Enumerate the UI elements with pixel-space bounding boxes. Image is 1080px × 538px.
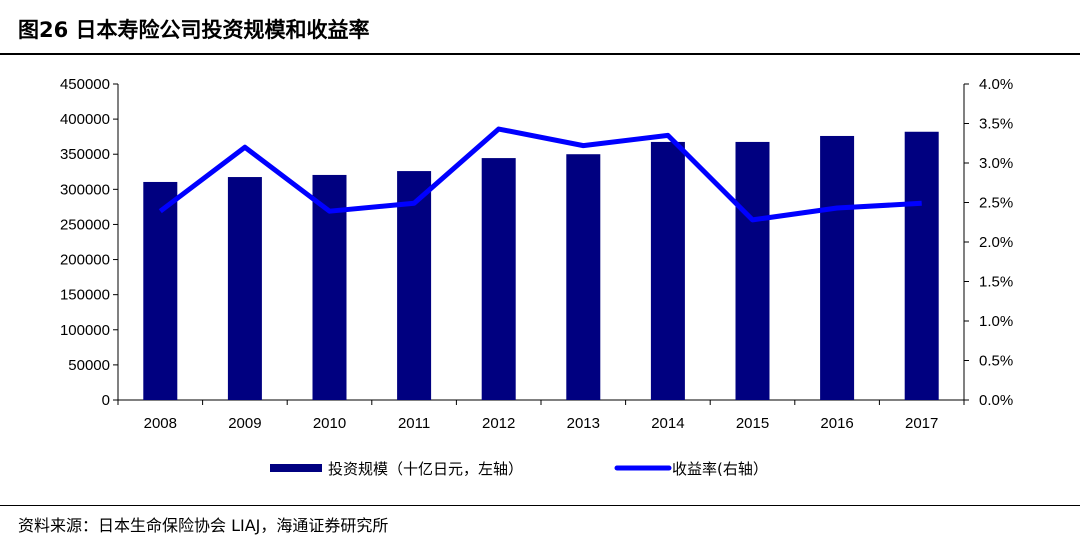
left-tick-label: 50000 xyxy=(68,357,110,374)
x-tick-label: 2010 xyxy=(313,415,346,432)
bar-2012 xyxy=(481,158,516,400)
left-tick-label: 200000 xyxy=(60,252,110,269)
bar-2013 xyxy=(566,154,601,400)
x-tick-label: 2015 xyxy=(736,415,769,432)
x-tick-label: 2011 xyxy=(398,415,430,432)
legend-line-label: 收益率(右轴） xyxy=(672,460,768,478)
right-tick-label: 3.5% xyxy=(979,116,1013,133)
bar-2016 xyxy=(820,135,855,400)
x-tick-label: 2009 xyxy=(228,415,261,432)
bar-2014 xyxy=(650,141,685,400)
right-tick-label: 0.5% xyxy=(979,353,1013,370)
legend-bar-swatch xyxy=(270,464,322,472)
left-tick-label: 100000 xyxy=(60,322,110,339)
right-tick-label: 3.0% xyxy=(979,155,1013,172)
bar-2009 xyxy=(227,177,262,400)
x-tick-label: 2014 xyxy=(651,415,684,432)
left-tick-label: 400000 xyxy=(60,111,110,128)
chart-title: 图26 日本寿险公司投资规模和收益率 xyxy=(18,18,370,42)
title-divider xyxy=(0,53,1080,55)
right-tick-label: 2.5% xyxy=(979,195,1013,212)
left-tick-label: 150000 xyxy=(60,287,110,304)
left-tick-label: 250000 xyxy=(60,216,110,233)
left-tick-label: 300000 xyxy=(60,181,110,198)
x-tick-label: 2008 xyxy=(144,415,177,432)
right-tick-label: 2.0% xyxy=(979,234,1013,251)
right-tick-label: 1.5% xyxy=(979,274,1013,291)
right-tick-label: 1.0% xyxy=(979,313,1013,330)
bar-2017 xyxy=(904,131,939,401)
source-note: 资料来源：日本生命保险协会 LIAJ，海通证券研究所 xyxy=(18,516,389,535)
left-tick-label: 0 xyxy=(102,392,110,409)
bar-2008 xyxy=(143,181,178,400)
yield-line xyxy=(158,126,922,223)
x-tick-label: 2016 xyxy=(820,415,853,432)
left-tick-label: 450000 xyxy=(60,76,110,93)
bar-2015 xyxy=(735,141,770,400)
chart: 0 50000 100000 150000 200000 250000 300000 3500… xyxy=(60,76,1013,478)
x-tick-label: 2013 xyxy=(567,415,600,432)
bar-2011 xyxy=(397,171,432,400)
right-tick-label: 0.0% xyxy=(979,392,1013,409)
right-tick-label: 4.0% xyxy=(979,76,1013,93)
source-divider xyxy=(0,505,1080,506)
x-tick-label: 2012 xyxy=(482,415,515,432)
legend-bar-label: 投资规模（十亿日元，左轴） xyxy=(328,460,523,478)
x-tick-label: 2017 xyxy=(905,415,938,432)
left-tick-label: 350000 xyxy=(60,146,110,163)
